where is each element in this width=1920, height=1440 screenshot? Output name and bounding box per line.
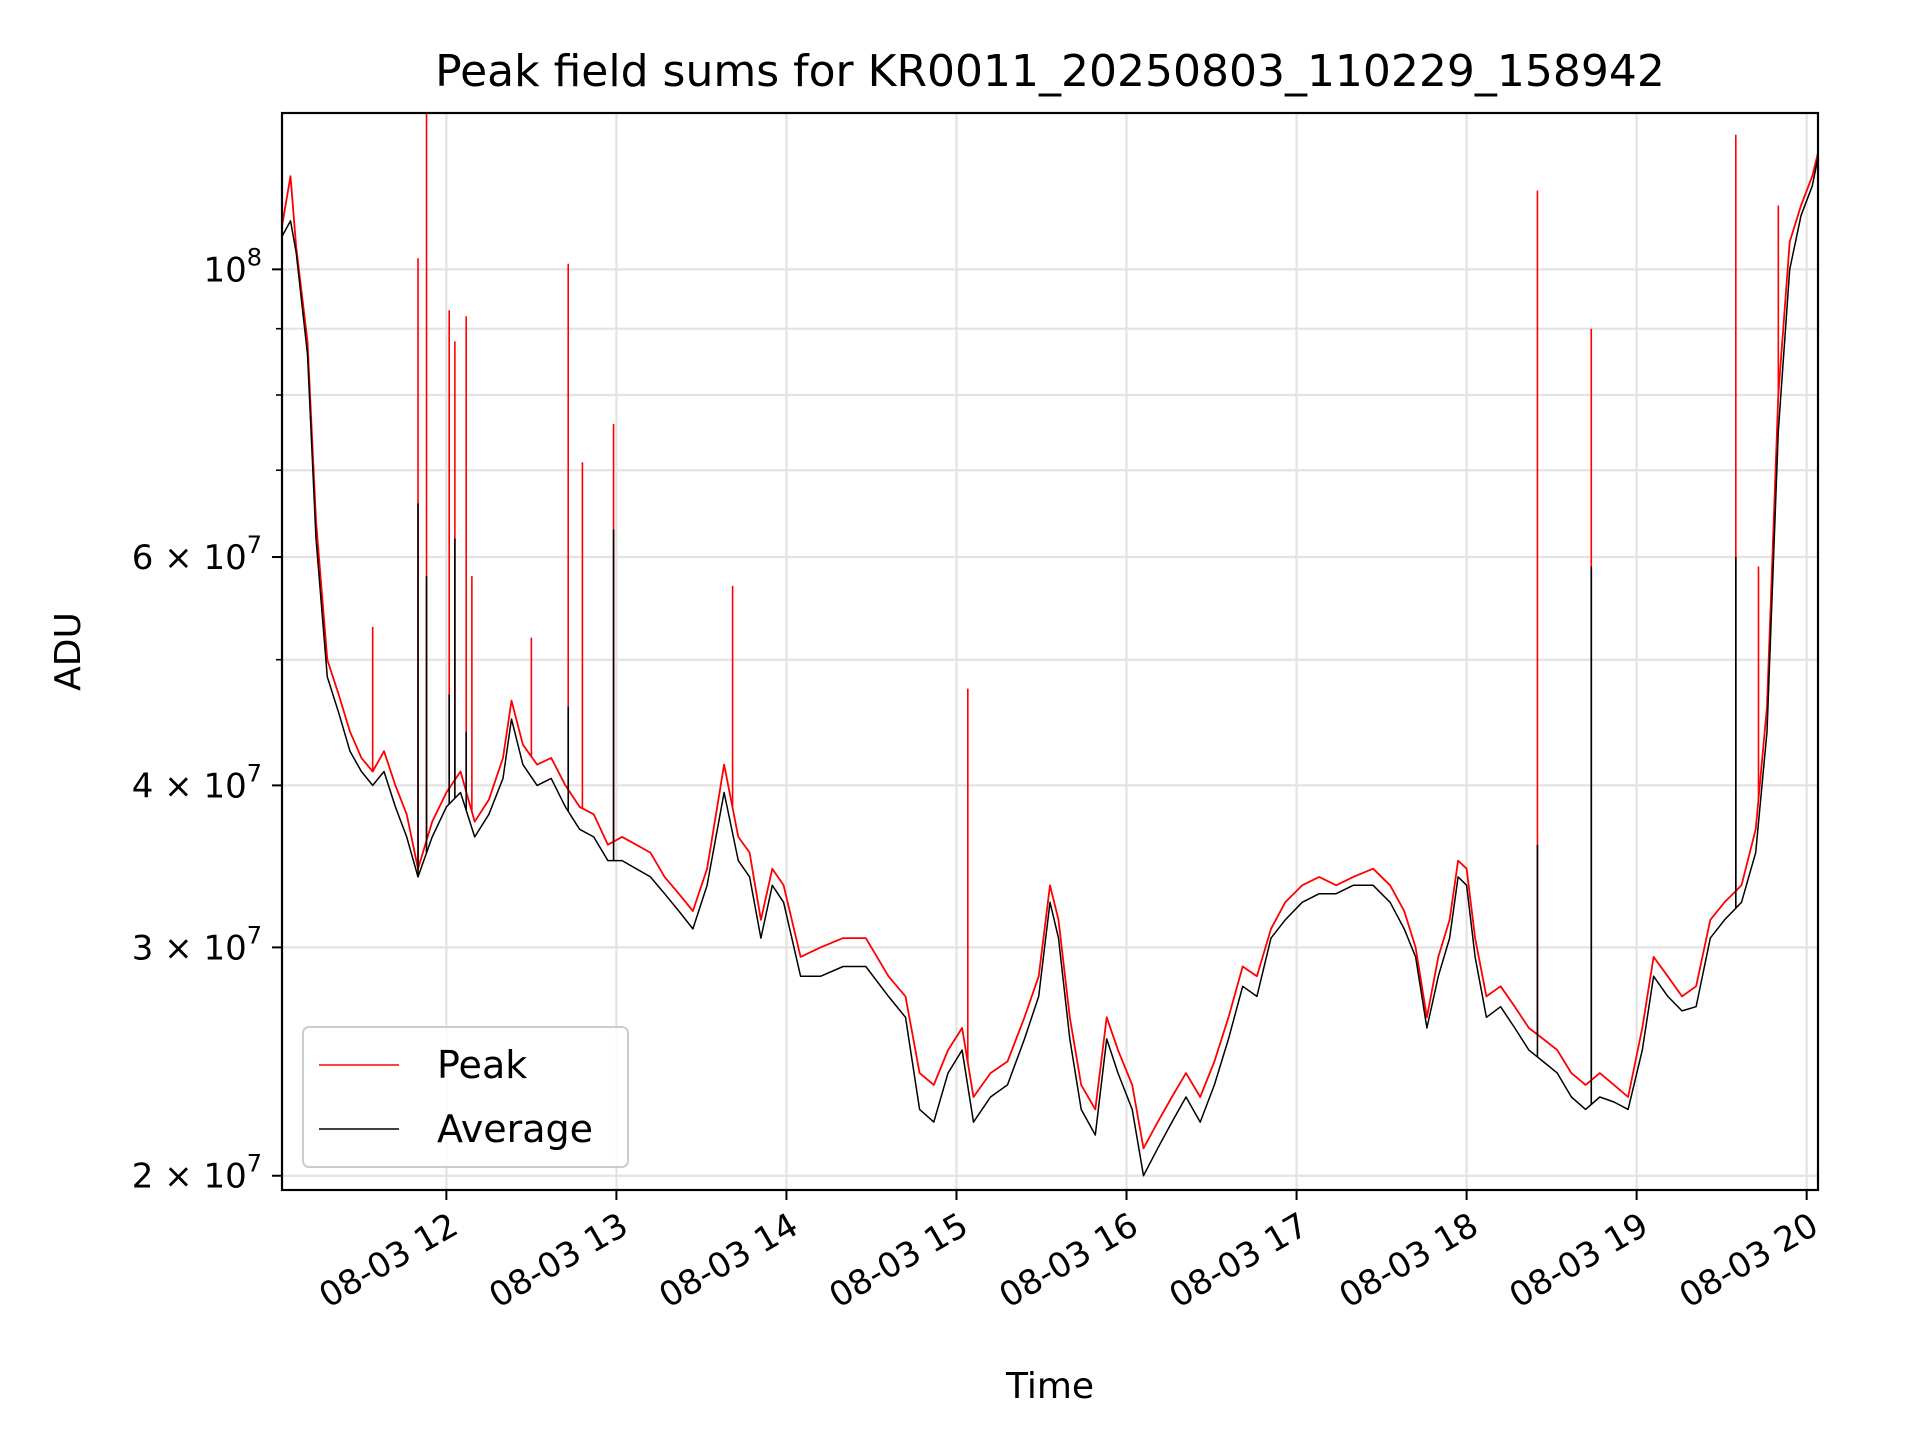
y-tick-label: 6 × 107 [132, 531, 262, 578]
series-layer [281, 113, 1819, 1177]
series-line-average [281, 157, 1819, 1177]
y-tick-label: 4 × 107 [132, 759, 262, 806]
y-tick-label: 2 × 107 [132, 1150, 262, 1197]
legend-box [302, 1026, 629, 1168]
legend: Peak Average [302, 1026, 629, 1168]
y-axis-label: ADU [48, 612, 89, 691]
y-tick-label: 3 × 107 [132, 921, 262, 968]
chart-title: Peak field sums for KR0011_20250803_1102… [435, 46, 1665, 97]
series-average [281, 157, 1819, 1177]
legend-label-peak: Peak [437, 1043, 527, 1087]
series-line-peak [281, 152, 1819, 1150]
x-axis-label: Time [1005, 1366, 1094, 1407]
plot-frame [280, 111, 1820, 1192]
legend-label-average: Average [437, 1107, 593, 1151]
series-peak [281, 113, 1819, 1150]
